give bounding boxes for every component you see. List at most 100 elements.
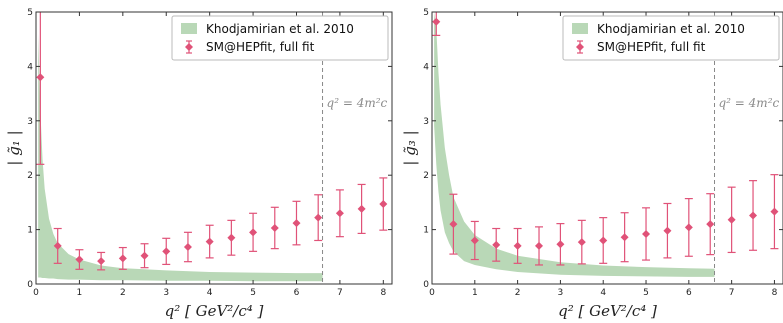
diamond-marker — [227, 233, 236, 242]
y-tick-label: 4 — [27, 62, 33, 72]
chart-panel-1: q² = 4m²c 0 1 2 3 4 5 6 7 8 0 1 2 3 4 5 q² [ GeV²/c⁴ ] | … — [5, 8, 393, 320]
y-axis-title: | g̃₃ | — [401, 130, 419, 165]
x-tick-label: 2 — [515, 288, 521, 298]
x-tick-label: 3 — [163, 288, 169, 298]
data-point — [642, 207, 651, 261]
x-tick-label: 1 — [472, 288, 478, 298]
legend-diamond-marker — [576, 43, 584, 51]
diamond-marker — [118, 254, 127, 263]
x-tick-label: 7 — [337, 288, 343, 298]
diamond-marker — [684, 223, 693, 232]
plot-area — [36, 12, 388, 284]
diamond-marker — [642, 229, 651, 238]
data-point — [470, 220, 479, 261]
diamond-marker — [663, 226, 672, 235]
y-tick-label: 2 — [27, 171, 33, 181]
diamond-marker — [535, 241, 544, 250]
diamond-marker — [470, 236, 479, 245]
legend-diamond-marker — [185, 43, 193, 51]
x-tick-label: 5 — [250, 288, 256, 298]
legend-series-label: SM@HEPfit, full fit — [206, 40, 315, 54]
prediction-band — [434, 12, 715, 277]
data-point — [205, 224, 214, 259]
data-point — [727, 186, 736, 254]
x-tick-label: 8 — [380, 288, 386, 298]
data-point — [53, 227, 62, 264]
data-point — [335, 189, 344, 238]
data-point — [684, 197, 693, 257]
plot-area — [432, 12, 779, 284]
data-point — [75, 249, 84, 270]
y-tick-label: 1 — [27, 226, 33, 236]
y-tick-label: 0 — [27, 280, 33, 290]
data-point — [379, 177, 388, 231]
legend-series-label: SM@HEPfit, full fit — [597, 40, 706, 54]
diamond-marker — [432, 17, 441, 26]
y-tick-label: 5 — [27, 8, 33, 18]
y-tick-label: 1 — [423, 226, 429, 236]
diamond-marker — [357, 204, 366, 213]
y-tick-label: 3 — [423, 117, 429, 127]
legend-band-label: Khodjamirian et al. 2010 — [597, 22, 745, 36]
legend-band-label: Khodjamirian et al. 2010 — [206, 22, 354, 36]
y-tick-label: 3 — [27, 117, 33, 127]
data-point — [314, 194, 323, 242]
x-tick-label: 4 — [600, 288, 606, 298]
legend-frame — [562, 15, 780, 61]
y-tick-label: 4 — [423, 62, 429, 72]
diamond-marker — [749, 211, 758, 220]
data-point — [663, 202, 672, 259]
diamond-marker — [379, 200, 388, 209]
diamond-marker — [335, 209, 344, 218]
data-point — [270, 206, 279, 250]
diamond-marker — [162, 247, 171, 256]
diamond-marker — [770, 207, 779, 216]
data-point — [162, 237, 171, 266]
diamond-marker — [727, 215, 736, 224]
data-point — [513, 227, 522, 264]
threshold-label: q² = 4m²c — [719, 96, 780, 110]
diamond-marker — [620, 233, 629, 242]
data-point — [357, 183, 366, 235]
diamond-marker — [53, 241, 62, 250]
series-0 — [36, 12, 388, 271]
diamond-marker — [97, 257, 106, 266]
x-tick-label: 6 — [294, 288, 300, 298]
data-point — [599, 217, 608, 264]
legend-band-swatch — [181, 23, 197, 34]
data-point — [36, 12, 45, 165]
diamond-marker — [183, 243, 192, 252]
data-point — [118, 246, 127, 270]
y-tick-label: 2 — [423, 171, 429, 181]
data-point — [183, 231, 192, 263]
diamond-marker — [706, 220, 715, 229]
x-tick-label: 3 — [558, 288, 564, 298]
legend-frame — [171, 15, 389, 61]
x-tick-label: 8 — [772, 288, 778, 298]
data-point — [535, 226, 544, 266]
diamond-marker — [270, 223, 279, 232]
data-point — [620, 212, 629, 263]
y-tick-label: 5 — [423, 8, 429, 18]
diamond-marker — [492, 240, 501, 249]
data-point — [227, 219, 236, 256]
diamond-marker — [599, 236, 608, 245]
x-tick-label: 2 — [120, 288, 126, 298]
diamond-marker — [249, 228, 258, 237]
axes-frame — [431, 11, 783, 285]
diamond-marker — [36, 73, 45, 82]
x-tick-label: 7 — [729, 288, 735, 298]
data-point — [140, 243, 149, 269]
data-point — [449, 193, 458, 255]
legend: Khodjamirian et al. 2010 SM@HEPfit, full … — [171, 15, 389, 61]
diamond-marker — [449, 220, 458, 229]
diamond-marker — [140, 251, 149, 260]
diamond-marker — [205, 237, 214, 246]
data-point — [492, 227, 501, 262]
diamond-marker — [292, 219, 301, 228]
diamond-marker — [75, 255, 84, 264]
legend: Khodjamirian et al. 2010 SM@HEPfit, full … — [562, 15, 780, 61]
x-tick-label: 4 — [207, 288, 213, 298]
series-1 — [432, 12, 779, 266]
x-tick-label: 6 — [686, 288, 692, 298]
